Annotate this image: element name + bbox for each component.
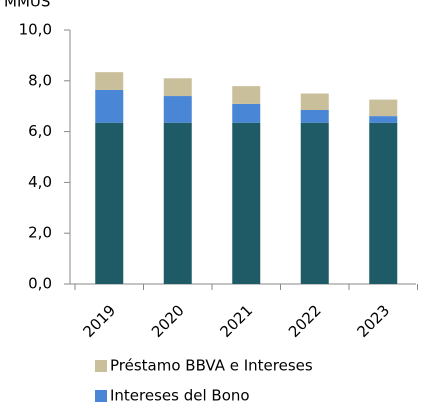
- bar-segment: [163, 96, 192, 123]
- bar-segment: [163, 122, 192, 285]
- y-tick-label: 2,0: [28, 224, 52, 242]
- bar-segment: [232, 122, 261, 285]
- bar-segment: [163, 78, 192, 97]
- x-tick-label: 2021: [217, 301, 257, 341]
- x-tick-label: 2020: [148, 301, 188, 341]
- y-tick-label: 4,0: [28, 173, 52, 191]
- bar-segment: [300, 110, 329, 123]
- bar-segment: [369, 116, 398, 123]
- y-tick-label: 6,0: [28, 122, 52, 140]
- x-tick-label: 2022: [285, 301, 325, 341]
- bar-segment: [95, 122, 124, 285]
- y-tick-label: 10,0: [19, 21, 52, 39]
- bar-segment: [300, 93, 329, 111]
- bar-segment: [95, 89, 124, 123]
- bar-segment: [369, 122, 398, 285]
- bar-segment: [232, 86, 261, 104]
- x-tick-label: 2019: [80, 301, 120, 341]
- legend-swatch: [95, 390, 107, 402]
- y-axis-label: MMUS: [4, 0, 50, 11]
- legend-swatch: [95, 360, 107, 372]
- legend-label: Intereses del Bono: [110, 387, 250, 405]
- bar-segment: [95, 72, 124, 90]
- y-tick-label: 0,0: [28, 275, 52, 293]
- x-tick-label: 2023: [354, 301, 394, 341]
- bar-segment: [300, 122, 329, 285]
- bar-segment: [232, 103, 261, 123]
- y-tick-label: 8,0: [28, 71, 52, 89]
- legend-label: Préstamo BBVA e Intereses: [110, 357, 313, 375]
- bar-segment: [369, 99, 398, 117]
